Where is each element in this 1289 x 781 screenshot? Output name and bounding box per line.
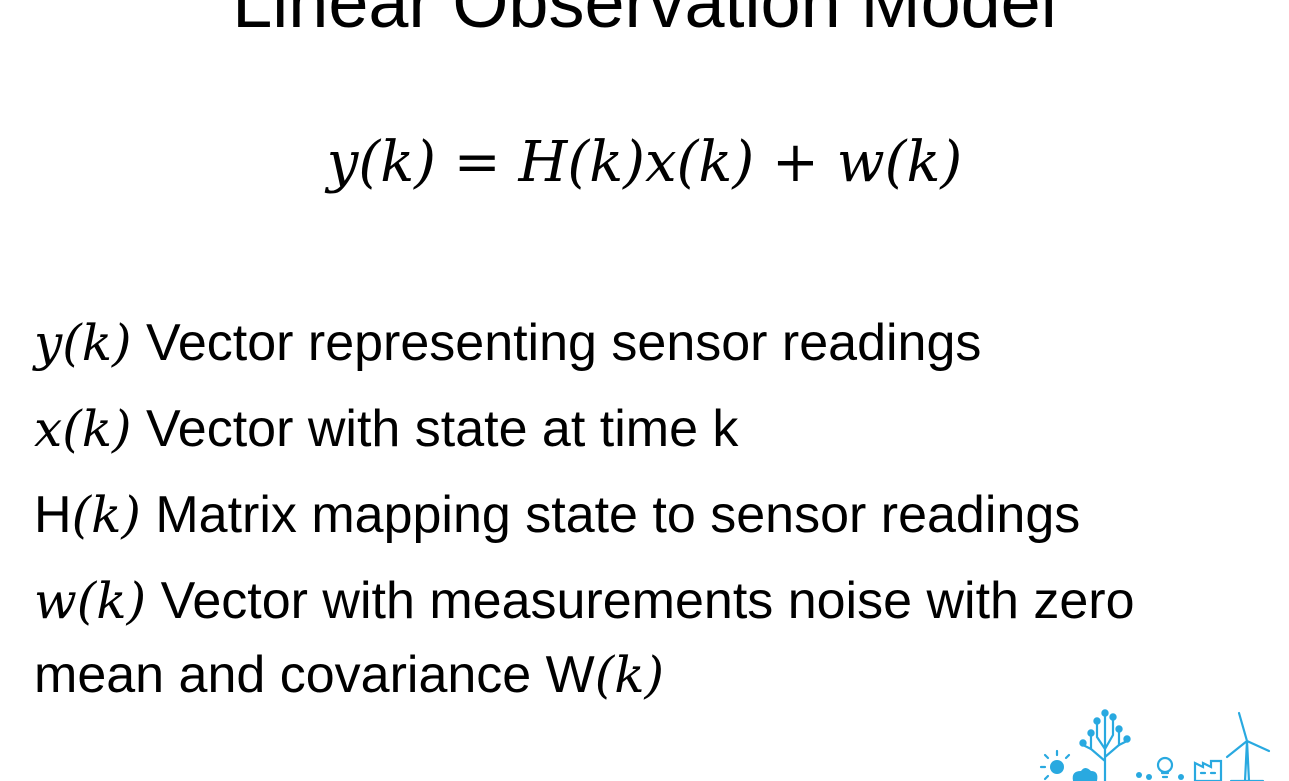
definition-description: Vector representing sensor readings bbox=[146, 314, 982, 372]
definition-symbol: y(k) bbox=[34, 314, 132, 372]
definition-item-x: x(k) Vector with state at time k bbox=[34, 386, 1264, 472]
covariance-symbol: W(k) bbox=[546, 646, 664, 704]
definition-description: Vector with measurements noise with zero… bbox=[34, 572, 1135, 704]
definition-item-y: y(k) Vector representing sensor readings bbox=[34, 300, 1264, 386]
covariance-symbol-prefix: W bbox=[545, 646, 595, 704]
city-energy-logo-icon bbox=[1039, 709, 1271, 781]
definition-item-h: H(k) Matrix mapping state to sensor read… bbox=[34, 472, 1264, 558]
definition-symbol: H(k) bbox=[34, 486, 141, 544]
definition-symbol: w(k) bbox=[34, 572, 147, 630]
definition-symbol-prefix: H bbox=[34, 486, 72, 544]
equation: y(k) = H(k)x(k) + w(k) bbox=[326, 130, 963, 195]
covariance-symbol-rest: (k) bbox=[594, 646, 665, 704]
definition-item-w: w(k) Vector with measurements noise with… bbox=[34, 564, 1264, 712]
definition-description: Matrix mapping state to sensor readings bbox=[155, 486, 1081, 544]
definition-symbol: x(k) bbox=[34, 400, 132, 458]
slide-title: Linear Observation Model bbox=[232, 0, 1057, 43]
definition-symbol-rest: (k) bbox=[71, 486, 141, 544]
definition-list: y(k) Vector representing sensor readings… bbox=[34, 300, 1264, 712]
definition-description: Vector with state at time k bbox=[145, 400, 739, 458]
